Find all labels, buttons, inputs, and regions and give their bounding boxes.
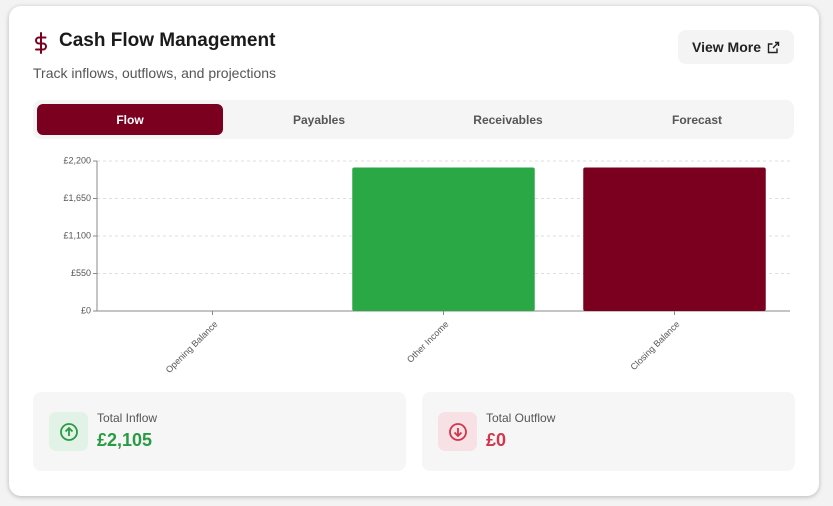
y-tick-label: £0 xyxy=(81,305,91,315)
tab[interactable]: Receivables xyxy=(473,112,543,127)
tab-bar: Flow Payables Receivables Forecast xyxy=(33,100,794,139)
y-tick-label: £2,200 xyxy=(63,155,91,165)
tab[interactable]: Forecast xyxy=(671,112,723,127)
title: Cash Flow Management xyxy=(59,30,276,51)
view-more-button[interactable]: View More xyxy=(678,30,794,64)
outflow-icon xyxy=(438,412,477,451)
y-tick-label: £1,100 xyxy=(63,230,91,240)
x-tick-label: Other Income xyxy=(405,319,451,365)
tab[interactable]: Flow xyxy=(37,104,223,135)
x-tick-label: Opening Balance xyxy=(164,319,220,375)
stat-value: £0 xyxy=(486,430,507,450)
tab[interactable]: Payables xyxy=(292,112,346,127)
outflow-card: Total Outflow £0 xyxy=(422,392,795,471)
stat-label: Total Outflow xyxy=(486,411,556,425)
chart: £0 £550 £1,100 £1,650 £2,200 Opening Balance O… xyxy=(63,155,790,375)
external-icon xyxy=(767,41,780,53)
inflow-icon xyxy=(49,412,88,451)
stat-value: £2,105 xyxy=(97,430,153,450)
inflow-card: Total Inflow £2,105 xyxy=(33,392,406,471)
stat-label: Total Inflow xyxy=(97,411,158,425)
y-tick-label: £1,650 xyxy=(63,193,91,203)
bar xyxy=(583,167,766,311)
subtitle: Track inflows, outflows, and projections xyxy=(33,65,277,81)
button-label: View More xyxy=(692,39,761,55)
bar xyxy=(352,167,535,311)
dollar-icon xyxy=(35,32,47,54)
card: Cash Flow Management Track inflows, outf… xyxy=(9,6,819,496)
x-tick-label: Closing Balance xyxy=(629,319,682,372)
y-tick-label: £550 xyxy=(71,268,91,278)
